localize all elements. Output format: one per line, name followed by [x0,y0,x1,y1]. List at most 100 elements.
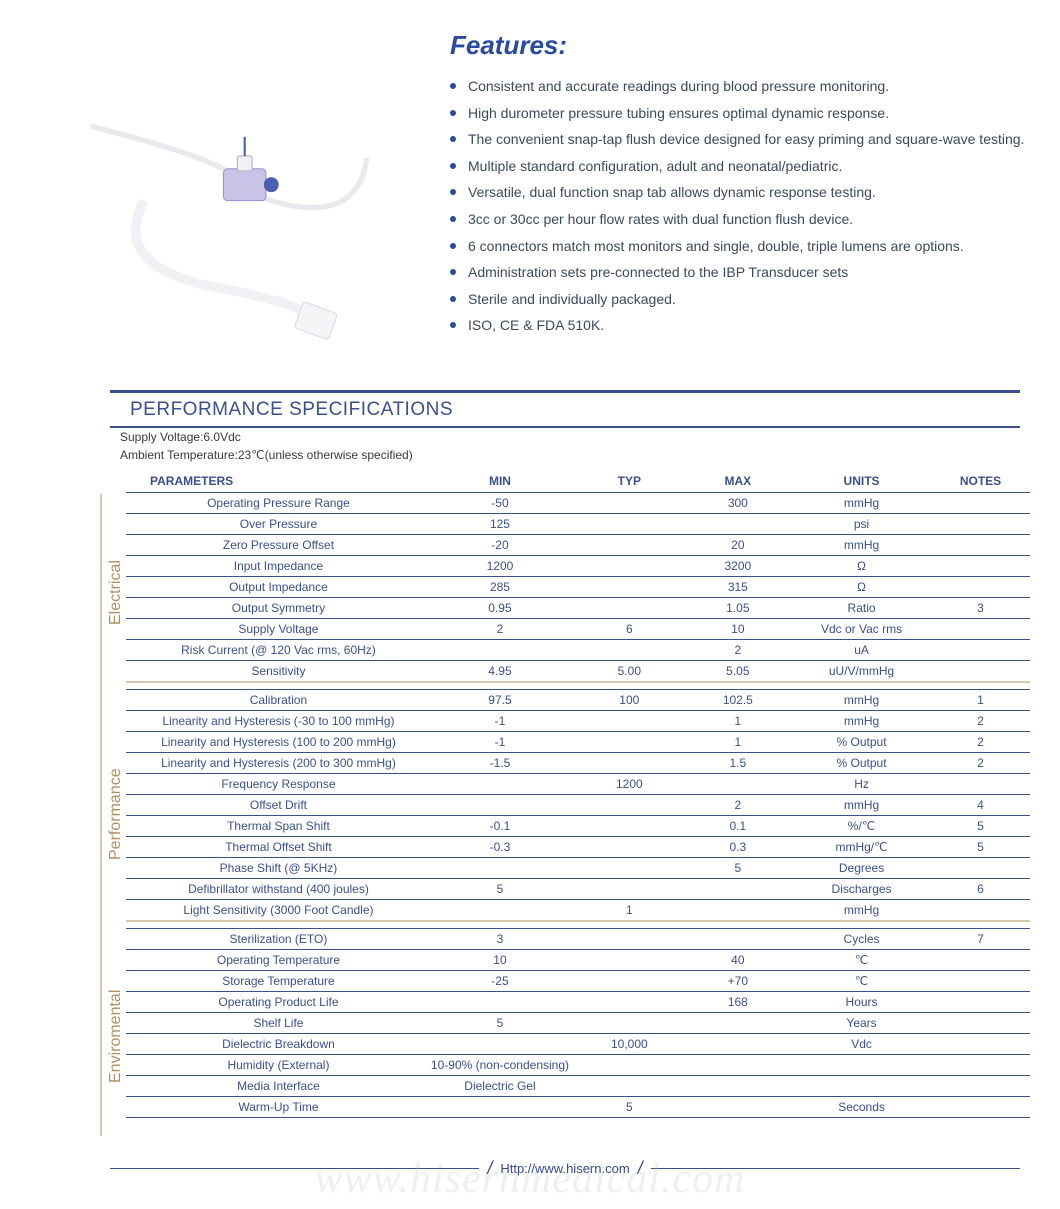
cell-max: 1.05 [684,598,792,619]
cell-max: 168 [684,992,792,1013]
cell-notes [931,774,1030,795]
cell-notes: 2 [931,732,1030,753]
cell-typ [575,493,684,514]
cell-min: 5 [425,879,575,900]
cell-typ [575,879,684,900]
cell-typ [575,971,684,992]
cell-min: 2 [425,619,575,640]
cell-typ [575,837,684,858]
cell-typ [575,556,684,577]
cell-typ [575,535,684,556]
spec-section: PERFORMANCE SPECIFICATIONS Supply Voltag… [30,390,1030,1179]
cell-units: Ω [792,556,931,577]
col-header: TYP [575,470,684,493]
cell-notes [931,619,1030,640]
feature-item: 6 connectors match most monitors and sin… [450,233,1030,260]
cell-min: -1 [425,732,575,753]
table-row: Sensitivity4.955.005.05uU/V/mmHg [126,661,1030,683]
cell-max: 2 [684,640,792,661]
cell-notes: 1 [931,690,1030,711]
cell-max [684,1013,792,1034]
cell-p: Storage Temperature [126,971,425,992]
cell-units: Vdc or Vac rms [792,619,931,640]
group-label: Performance [100,692,126,936]
cell-p: Light Sensitivity (3000 Foot Candle) [126,900,425,922]
cell-max [684,1034,792,1055]
cell-p: Risk Current (@ 120 Vac rms, 60Hz) [126,640,425,661]
cell-p: Output Impedance [126,577,425,598]
cell-min [425,774,575,795]
cell-notes: 2 [931,753,1030,774]
cell-p: Dielectric Breakdown [126,1034,425,1055]
table-row: Shelf Life5Years [126,1013,1030,1034]
cell-notes: 6 [931,879,1030,900]
table-row: Linearity and Hysteresis (-30 to 100 mmH… [126,711,1030,732]
table-row: Linearity and Hysteresis (100 to 200 mmH… [126,732,1030,753]
cell-max: 2 [684,795,792,816]
cell-notes [931,950,1030,971]
feature-item: The convenient snap-tap flush device des… [450,126,1030,153]
cell-typ: 6 [575,619,684,640]
feature-item: ISO, CE & FDA 510K. [450,312,1030,339]
table-row: Zero Pressure Offset-2020mmHg [126,535,1030,556]
spec-title: PERFORMANCE SPECIFICATIONS [110,395,1020,428]
cell-min: 285 [425,577,575,598]
cell-min [425,900,575,922]
cell-max [684,929,792,950]
spec-ambient-temp: Ambient Temperature:23℃(unless otherwise… [120,446,1030,464]
cell-typ [575,795,684,816]
cell-typ [575,1013,684,1034]
cell-p: Thermal Span Shift [126,816,425,837]
cell-min: -1.5 [425,753,575,774]
table-row: Sterilization (ETO)3Cycles7 [126,929,1030,950]
cell-typ [575,640,684,661]
cell-max: 5 [684,858,792,879]
cell-typ: 1 [575,900,684,922]
cell-units [792,1055,931,1076]
cell-min [425,858,575,879]
cell-notes: 3 [931,598,1030,619]
cell-notes [931,514,1030,535]
features-block: Features: Consistent and accurate readin… [450,20,1030,360]
cell-units: mmHg [792,711,931,732]
cell-p: Operating Temperature [126,950,425,971]
cell-units: ℃ [792,971,931,992]
cell-notes [931,1055,1030,1076]
cell-p: Zero Pressure Offset [126,535,425,556]
group-label: Enviromental [100,936,126,1136]
cell-p: Linearity and Hysteresis (-30 to 100 mmH… [126,711,425,732]
cell-units: Discharges [792,879,931,900]
cell-min [425,992,575,1013]
cell-typ: 5.00 [575,661,684,683]
feature-item: Sterile and individually packaged. [450,286,1030,313]
cell-units: mmHg [792,900,931,922]
cell-min: Dielectric Gel [425,1076,575,1097]
features-list: Consistent and accurate readings during … [450,73,1030,339]
spec-table: PARAMETERSMINTYPMAXUNITSNOTES Operating … [126,470,1030,1118]
cell-max [684,774,792,795]
cell-max [684,879,792,900]
cell-notes [931,992,1030,1013]
cell-typ [575,992,684,1013]
footer-line-left [110,1168,479,1169]
table-row: Output Symmetry0.951.05Ratio3 [126,598,1030,619]
cell-min: 3 [425,929,575,950]
cell-max: 102.5 [684,690,792,711]
cell-max: 1 [684,732,792,753]
cell-min: -20 [425,535,575,556]
feature-item: High durometer pressure tubing ensures o… [450,100,1030,127]
footer-url[interactable]: Http://www.hisern.com [500,1161,629,1176]
side-labels: ElectricalPerformanceEnviromental [100,470,126,1136]
cell-typ [575,1076,684,1097]
col-header: MIN [425,470,575,493]
cell-typ [575,753,684,774]
cell-max: 0.3 [684,837,792,858]
cell-p: Media Interface [126,1076,425,1097]
feature-item: Administration sets pre-connected to the… [450,259,1030,286]
spec-supply-voltage: Supply Voltage:6.0Vdc [120,428,1030,446]
cell-typ [575,929,684,950]
cell-p: Sterilization (ETO) [126,929,425,950]
spec-body: Operating Pressure Range-50300mmHgOver P… [126,493,1030,1118]
cell-min: -0.3 [425,837,575,858]
top-section: Features: Consistent and accurate readin… [30,20,1030,360]
